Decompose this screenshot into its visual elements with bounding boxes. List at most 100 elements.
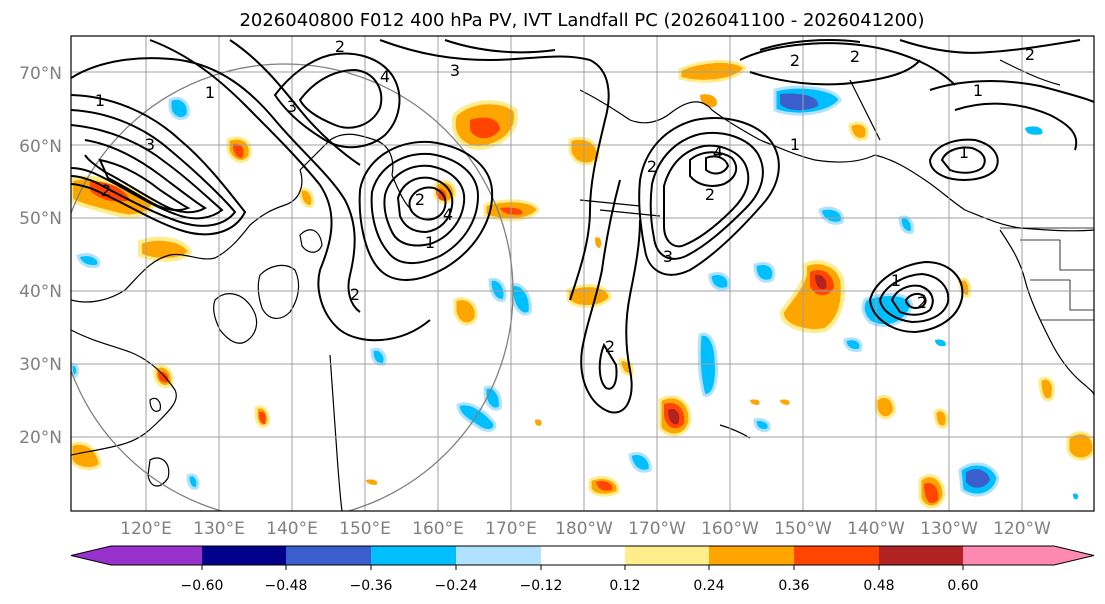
pv-contour <box>383 164 466 247</box>
lon-label: 150°E <box>339 519 391 539</box>
pv-contour <box>370 152 480 264</box>
pv-contour <box>71 109 237 227</box>
contour-label: 2 <box>850 47 860 66</box>
pv-contour <box>705 155 730 175</box>
lat-label: 60°N <box>19 137 62 157</box>
colorbar-segment <box>625 546 709 565</box>
pv-contour <box>358 140 494 281</box>
pv-contour <box>940 146 986 174</box>
pv-contour <box>598 342 618 390</box>
lon-label: 180°W <box>555 519 613 539</box>
contour-label: 2 <box>350 285 360 304</box>
pv-contour <box>396 176 454 234</box>
contour-label: 2 <box>917 293 927 312</box>
longitude-labels: 120°E 130°E 140°E 150°E 160°E 170°E 180°W 170°W… <box>120 519 1051 539</box>
colorbar-segment <box>709 546 794 565</box>
lon-label: 130°W <box>920 519 978 539</box>
contour-label: 3 <box>145 135 155 154</box>
gridlines <box>71 36 1094 511</box>
colorbar-tick-label: 0.60 <box>947 578 978 594</box>
map-title: 2026040800 F012 400 hPa PV, IVT Landfall… <box>239 10 924 31</box>
contour-label: 2 <box>335 37 345 56</box>
colorbar-tick-label: 0.12 <box>609 578 640 594</box>
lat-label: 50°N <box>19 209 62 229</box>
pv-contour <box>868 260 964 334</box>
pv-contour <box>890 284 934 316</box>
contour-labels: 1 1 2 3 4 3 2 2 2 4 1 3 2 3 4 2 1 2 2 1 … <box>95 37 1035 356</box>
colorbar-segment <box>541 546 625 565</box>
pv-contour <box>928 138 999 181</box>
contour-label: 2 <box>647 157 657 176</box>
lat-label: 20°N <box>19 428 62 448</box>
colorbar-tick-label: −0.60 <box>181 578 224 594</box>
colorbar-segment <box>963 546 1094 565</box>
pv-contour <box>878 272 950 324</box>
pv-contour <box>444 39 556 54</box>
contour-label: 4 <box>713 143 723 162</box>
negative-anomaly-region <box>71 85 1079 500</box>
colorbar-tick-label: −0.48 <box>265 578 308 594</box>
contour-label: 1 <box>959 143 969 162</box>
contour-label: 2 <box>415 190 425 209</box>
colorbar-segment <box>71 546 202 565</box>
colorbar-segment <box>794 546 879 565</box>
map-frame <box>70 35 1095 512</box>
lon-label: 160°E <box>412 519 464 539</box>
contour-label: 2 <box>101 181 111 200</box>
latitude-labels: 70°N 60°N 50°N 40°N 30°N 20°N <box>19 64 62 448</box>
pv-contour <box>739 42 956 86</box>
lon-label: 130°E <box>193 519 245 539</box>
pv-contour <box>904 292 927 310</box>
contour-label: 1 <box>205 83 215 102</box>
pv-contour <box>749 59 921 86</box>
pv-contour <box>71 124 224 220</box>
pv-contour <box>663 144 750 248</box>
lon-label: 160°W <box>701 519 759 539</box>
contour-label: 2 <box>705 185 715 204</box>
pv-contour <box>899 39 1081 54</box>
pv-contour <box>298 68 383 129</box>
contour-label: 3 <box>663 247 673 266</box>
colorbar-tick-label: −0.12 <box>520 578 563 594</box>
lon-label: 170°W <box>628 519 686 539</box>
contour-label: 1 <box>973 81 983 100</box>
pv-contour <box>98 158 191 212</box>
colorbar-tick-label: 0.24 <box>693 578 724 594</box>
map-panel: 1 1 2 3 4 3 2 2 2 4 1 3 2 3 4 2 1 2 2 1 … <box>71 36 1094 511</box>
contour-label: 4 <box>380 67 390 86</box>
great-circle <box>71 63 514 511</box>
contour-label: 3 <box>450 61 460 80</box>
pv-contour <box>759 39 861 51</box>
contour-label: 2 <box>1025 45 1035 64</box>
colorbar-segment <box>202 546 286 565</box>
colorbar-segment <box>456 546 541 565</box>
lon-label: 120°E <box>120 519 172 539</box>
colorbar-segment <box>286 546 371 565</box>
pv-contour <box>379 39 610 301</box>
pv-contours <box>71 39 1094 414</box>
contour-label: 4 <box>443 205 453 224</box>
pv-contour <box>229 39 361 166</box>
pv-contour <box>929 80 1094 103</box>
colorbar-tick-label: 0.48 <box>863 578 894 594</box>
pv-contour <box>580 179 641 414</box>
colorbar: −0.60 −0.48 −0.36 −0.24 −0.12 0.12 0.24 0.36 0.4… <box>70 545 1095 594</box>
lon-label: 150°W <box>774 519 832 539</box>
lon-label: 170°E <box>485 519 537 539</box>
political-borders <box>1000 227 1094 321</box>
pv-contour <box>649 132 764 260</box>
lat-label: 30°N <box>19 355 62 375</box>
pv-contour <box>149 39 431 342</box>
lat-label: 40°N <box>19 282 62 302</box>
colorbar-tick-label: −0.36 <box>350 578 393 594</box>
pv-contour <box>954 102 1078 151</box>
pv-contour <box>71 57 361 313</box>
pv-contour <box>273 52 401 149</box>
contour-label: 3 <box>287 97 297 116</box>
pv-contour <box>408 186 447 221</box>
colorbar-segment <box>371 546 456 565</box>
contour-label: 1 <box>891 271 901 290</box>
colorbar-segment <box>879 546 963 565</box>
lon-label: 140°W <box>847 519 905 539</box>
contour-label: 2 <box>790 51 800 70</box>
